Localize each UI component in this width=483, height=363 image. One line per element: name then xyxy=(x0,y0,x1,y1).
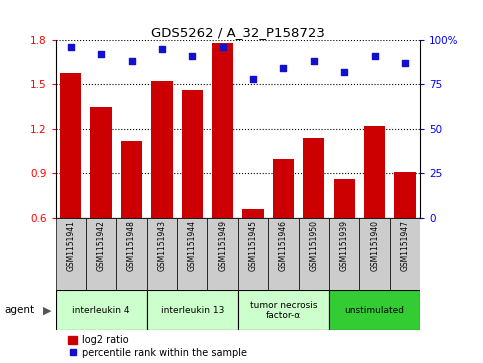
Bar xyxy=(238,290,329,330)
Text: GSM1151949: GSM1151949 xyxy=(218,220,227,271)
Text: GSM1151950: GSM1151950 xyxy=(309,220,318,271)
Bar xyxy=(242,209,264,218)
Bar xyxy=(116,218,147,290)
Point xyxy=(401,60,409,66)
Text: GSM1151939: GSM1151939 xyxy=(340,220,349,271)
Title: GDS5262 / A_32_P158723: GDS5262 / A_32_P158723 xyxy=(151,26,325,39)
Text: unstimulated: unstimulated xyxy=(345,306,405,315)
Point xyxy=(280,65,287,71)
Text: GSM1151941: GSM1151941 xyxy=(66,220,75,271)
Bar xyxy=(390,218,420,290)
Text: GSM1151948: GSM1151948 xyxy=(127,220,136,271)
Text: GSM1151940: GSM1151940 xyxy=(370,220,379,271)
Text: interleukin 13: interleukin 13 xyxy=(161,306,224,315)
Bar xyxy=(334,179,355,218)
Text: agent: agent xyxy=(5,305,35,315)
Bar xyxy=(86,218,116,290)
Point xyxy=(310,58,318,64)
Text: GSM1151945: GSM1151945 xyxy=(249,220,257,271)
Bar xyxy=(329,290,420,330)
Bar xyxy=(329,218,359,290)
Text: tumor necrosis
factor-α: tumor necrosis factor-α xyxy=(250,301,317,320)
Text: GSM1151947: GSM1151947 xyxy=(400,220,410,271)
Point xyxy=(67,44,74,50)
Text: GSM1151943: GSM1151943 xyxy=(157,220,167,271)
Legend: log2 ratio, percentile rank within the sample: log2 ratio, percentile rank within the s… xyxy=(68,335,247,358)
Point xyxy=(188,53,196,59)
Point xyxy=(97,51,105,57)
Bar xyxy=(364,126,385,218)
Text: ▶: ▶ xyxy=(43,305,51,315)
Point xyxy=(158,46,166,52)
Text: interleukin 4: interleukin 4 xyxy=(72,306,130,315)
Bar xyxy=(303,138,325,218)
Bar xyxy=(151,81,172,218)
Bar xyxy=(268,218,298,290)
Point xyxy=(341,69,348,75)
Bar xyxy=(298,218,329,290)
Bar xyxy=(359,218,390,290)
Bar xyxy=(395,172,416,218)
Point xyxy=(371,53,379,59)
Bar xyxy=(212,43,233,218)
Bar xyxy=(147,290,238,330)
Bar xyxy=(208,218,238,290)
Text: GSM1151944: GSM1151944 xyxy=(188,220,197,271)
Bar xyxy=(147,218,177,290)
Text: GSM1151942: GSM1151942 xyxy=(97,220,106,271)
Text: GSM1151946: GSM1151946 xyxy=(279,220,288,271)
Bar xyxy=(177,218,208,290)
Bar xyxy=(60,73,81,218)
Bar xyxy=(273,159,294,218)
Bar xyxy=(121,141,142,218)
Bar xyxy=(90,107,112,218)
Bar xyxy=(182,90,203,218)
Bar xyxy=(56,290,147,330)
Point xyxy=(128,58,135,64)
Bar xyxy=(56,218,86,290)
Point xyxy=(219,44,227,50)
Bar xyxy=(238,218,268,290)
Point xyxy=(249,76,257,82)
